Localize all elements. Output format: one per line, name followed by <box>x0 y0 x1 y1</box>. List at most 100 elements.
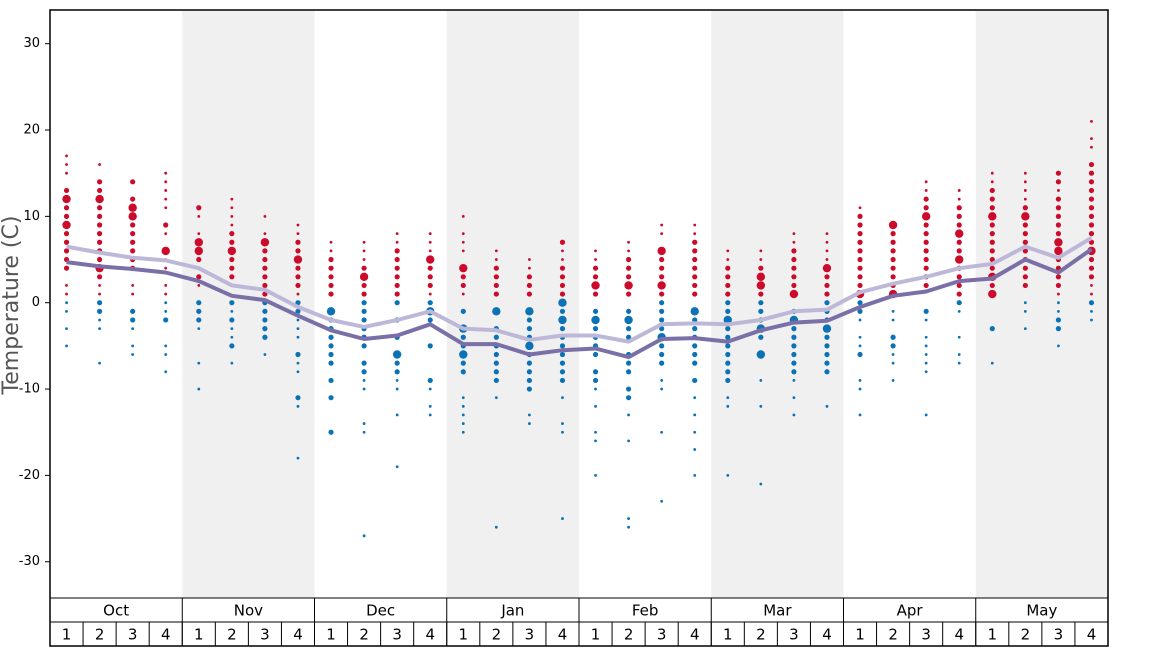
high-dot <box>295 282 301 289</box>
high-dot <box>1088 256 1095 263</box>
high-dot <box>857 265 863 271</box>
low-dot <box>822 324 832 333</box>
low-dot <box>659 308 665 314</box>
low-dot <box>957 353 961 356</box>
high-dot <box>96 179 103 185</box>
low-dot <box>756 350 766 359</box>
high-dot <box>262 291 268 297</box>
low-dot <box>1023 327 1027 331</box>
low-dot <box>460 308 466 314</box>
low-dot <box>362 534 366 538</box>
low-dot <box>558 315 567 325</box>
high-dot <box>328 291 334 297</box>
week-label: 4 <box>293 626 303 644</box>
high-dot <box>692 239 698 245</box>
low-dot <box>857 351 863 358</box>
high-dot <box>1023 197 1027 201</box>
high-dot <box>229 231 235 237</box>
low-dot <box>957 335 961 339</box>
high-dot <box>161 246 170 256</box>
high-dot <box>1088 161 1095 168</box>
low-dot <box>924 353 928 356</box>
high-dot <box>625 265 632 271</box>
high-dot <box>692 265 698 271</box>
high-dot <box>1088 205 1095 211</box>
high-dot <box>361 291 367 297</box>
week-label: 2 <box>359 626 369 644</box>
week-label: 4 <box>690 626 700 644</box>
low-dot <box>956 300 962 306</box>
high-dot <box>493 291 499 297</box>
low-dot <box>759 482 763 486</box>
low-dot <box>824 369 830 375</box>
low-dot <box>164 309 168 313</box>
high-dot <box>923 222 929 228</box>
low-dot <box>559 360 566 366</box>
month-label: Apr <box>897 602 924 620</box>
high-dot <box>229 256 235 263</box>
high-dot <box>428 240 432 244</box>
high-dot <box>493 282 499 289</box>
high-dot <box>362 249 366 253</box>
high-dot <box>329 240 333 244</box>
high-dot <box>130 248 136 254</box>
y-tick-label: 0 <box>32 295 40 310</box>
high-dot <box>858 206 862 210</box>
low-dot <box>592 326 599 332</box>
high-dot <box>295 239 301 245</box>
high-dot <box>63 205 70 211</box>
high-dot <box>1022 239 1028 245</box>
high-dot <box>956 274 962 280</box>
week-label: 1 <box>194 626 204 644</box>
low-dot <box>362 422 366 425</box>
high-dot <box>692 282 698 289</box>
low-dot <box>328 351 334 358</box>
month-label: Jan <box>500 602 524 620</box>
low-dot <box>131 327 135 331</box>
high-dot <box>63 248 70 254</box>
low-dot <box>758 308 764 314</box>
low-dot <box>592 351 599 358</box>
high-dot <box>295 248 301 254</box>
high-dot <box>230 197 234 201</box>
low-dot <box>725 300 731 306</box>
high-dot <box>594 258 597 261</box>
low-dot <box>65 309 68 313</box>
low-dot <box>758 334 764 340</box>
low-dot <box>1023 301 1027 305</box>
low-dot <box>625 326 632 332</box>
low-dot <box>559 343 566 349</box>
low-dot <box>525 341 534 351</box>
low-dot <box>561 422 564 425</box>
low-dot <box>759 379 763 382</box>
high-dot <box>1021 212 1030 221</box>
high-dot <box>923 256 929 263</box>
high-dot <box>990 180 994 184</box>
low-dot <box>594 430 597 434</box>
week-label: 2 <box>756 626 766 644</box>
low-dot <box>726 473 730 477</box>
trend-line <box>66 247 1093 360</box>
low-dot <box>197 387 201 391</box>
low-dot <box>525 307 534 316</box>
low-dot <box>98 318 101 322</box>
low-dot <box>559 369 566 375</box>
high-dot <box>197 232 201 236</box>
high-dot <box>196 205 202 211</box>
high-dot <box>988 289 997 299</box>
high-dot <box>624 281 633 290</box>
low-dot <box>295 308 301 314</box>
low-dot <box>295 395 301 401</box>
low-dot <box>1088 300 1095 306</box>
high-dot <box>989 248 995 254</box>
low-dot <box>230 327 234 331</box>
high-dot <box>394 291 400 297</box>
low-dot <box>592 308 599 314</box>
low-dot <box>526 317 533 323</box>
high-dot <box>791 248 797 254</box>
high-dot <box>756 281 766 290</box>
low-dot <box>493 334 499 340</box>
low-dot <box>660 430 664 434</box>
high-dot <box>1055 222 1062 228</box>
low-dot <box>659 343 665 349</box>
